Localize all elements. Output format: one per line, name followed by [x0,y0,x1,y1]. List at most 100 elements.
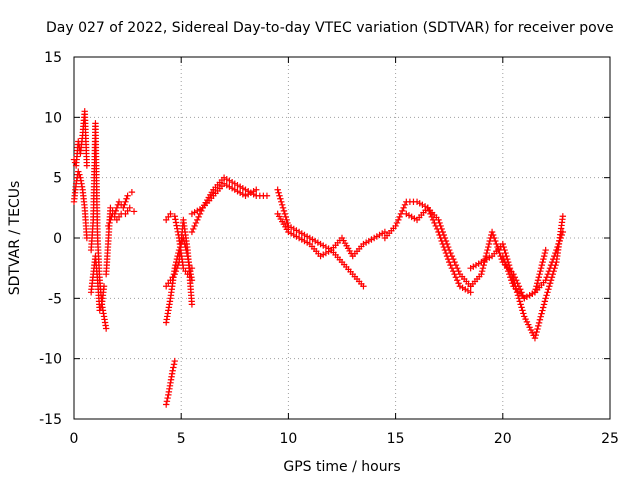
data-point [491,234,498,242]
data-point [558,231,565,239]
data-point [171,357,178,365]
data-point [395,216,402,224]
data-point [448,264,456,272]
data-point [439,228,446,236]
y-tick-label: -15 [39,412,62,428]
data-point [485,243,492,251]
x-axis-tick-labels: 0 5 10 15 20 25 [70,431,619,447]
data-point [538,310,545,317]
data-point [172,216,179,223]
data-point [559,213,567,220]
data-point [483,249,490,257]
data-point [83,162,91,169]
data-point [486,237,493,245]
data-point [537,267,544,275]
data-point [124,192,131,199]
data-point [450,267,457,275]
data-point [543,274,550,281]
data-point [535,322,542,330]
data-point [548,258,556,266]
data-point [174,228,182,235]
data-point [493,240,500,248]
x-tick-label: 10 [279,431,297,447]
data-point [172,219,180,226]
data-point [489,231,497,239]
data-point [188,301,196,308]
data-point [551,252,558,260]
data-point [500,255,508,263]
data-point [501,246,508,254]
data-point [508,277,515,284]
data-point [191,222,198,230]
data-point [455,267,462,275]
data-point [542,277,549,284]
data-point [436,219,443,227]
data-point [557,234,564,242]
data-point [546,264,554,272]
data-point [484,246,491,254]
data-point [175,231,182,239]
data-point [444,243,452,251]
data-point [397,210,405,218]
data-point [545,267,553,275]
data-point [171,213,178,220]
data-point [539,258,546,266]
data-point [553,246,560,254]
data-point [130,208,138,215]
data-point [188,264,196,272]
data-point [454,277,461,284]
x-tick-label: 25 [601,431,619,447]
data-point [531,334,539,342]
data-point [537,313,544,320]
data-point [283,216,290,224]
data-point [555,240,562,248]
data-point [532,286,539,293]
data-point [545,286,552,293]
data-point [492,237,499,245]
data-point [280,207,288,215]
data-point [485,240,493,248]
data-point [392,222,399,230]
data-point [442,237,450,245]
data-point [447,249,454,257]
y-tick-label: 5 [53,171,62,187]
data-point [516,298,523,305]
data-point [519,307,526,314]
data-point [452,274,460,281]
data-point [467,289,474,296]
data-point [533,328,540,336]
data-point [128,188,136,196]
data-point [507,274,514,281]
x-tick-label: 0 [70,431,79,447]
data-point [446,246,453,254]
data-point [164,394,171,402]
data-point [515,295,523,302]
data-point [121,201,128,209]
data-point [540,255,547,263]
data-point [496,249,503,257]
data-point [447,261,454,269]
data-point [499,240,506,248]
data-point [188,228,196,236]
data-point [194,216,201,224]
data-point [499,252,506,260]
data-point [278,201,286,209]
data-point [170,361,178,368]
x-tick-label: 15 [387,431,405,447]
data-point [500,243,507,251]
data-point [535,274,542,281]
data-point [106,219,113,227]
data-point [540,304,547,311]
data-point [542,295,549,302]
data-point [479,264,487,272]
data-point [102,325,110,332]
data-point [547,261,555,269]
data-point [190,225,197,233]
data-point [122,198,129,205]
data-point [554,243,561,251]
data-point [541,249,549,257]
data-point [97,304,104,311]
y-axis-tick-labels: -15 -10 -5 0 5 10 15 [39,50,62,428]
data-point [543,292,550,299]
